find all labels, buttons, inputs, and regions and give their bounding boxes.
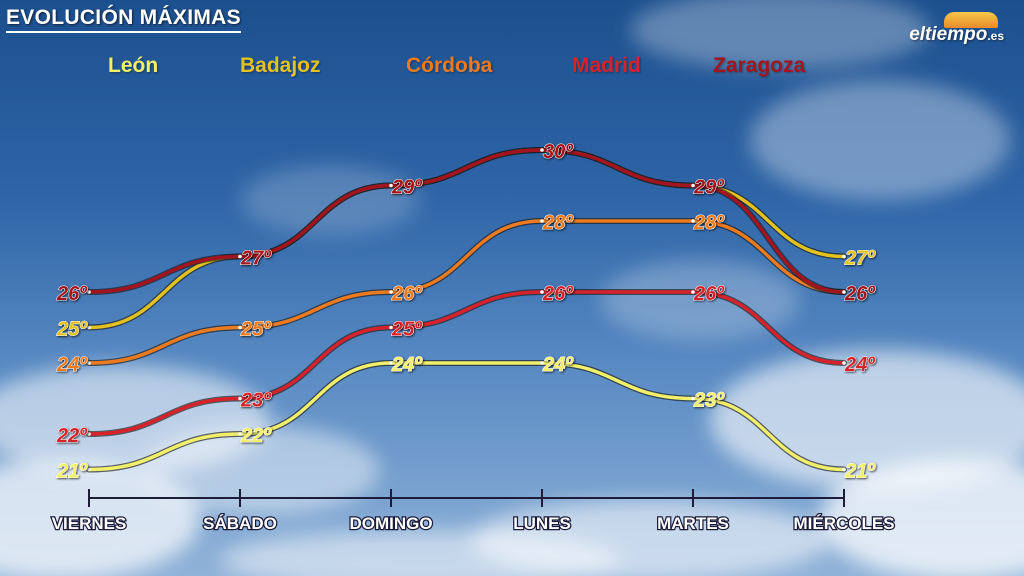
data-point-madrid-0 xyxy=(87,432,91,436)
x-tick-label-lunes: LUNES xyxy=(513,514,571,533)
data-point-zaragoza-5 xyxy=(842,290,846,294)
x-tick-label-viernes: VIERNES xyxy=(52,514,127,533)
cloud-icon xyxy=(944,12,998,28)
data-point-cordoba-3 xyxy=(540,219,544,223)
data-point-zaragoza-3 xyxy=(540,148,544,152)
value-label-cordoba-4: 28º xyxy=(693,212,725,234)
data-point-madrid-1 xyxy=(238,396,242,401)
series-line-madrid xyxy=(87,290,846,436)
value-label-badajoz-0: 25º xyxy=(56,319,88,341)
value-label-zaragoza-4: 29º xyxy=(693,177,725,199)
data-point-zaragoza-0 xyxy=(87,290,91,294)
value-label-leon-4: 23º xyxy=(693,390,725,412)
value-label-zaragoza-3: 30º xyxy=(543,141,574,163)
logo-name: eltiempo xyxy=(909,24,988,45)
value-label-leon-5: 21º xyxy=(844,461,876,483)
data-point-badajoz-5 xyxy=(842,254,846,259)
legend-zaragoza: Zaragoza xyxy=(713,54,806,77)
data-point-zaragoza-1 xyxy=(238,254,242,259)
data-point-madrid-3 xyxy=(540,290,544,294)
data-point-leon-5 xyxy=(842,467,846,472)
value-label-leon-0: 21º xyxy=(56,461,88,483)
data-point-leon-3 xyxy=(540,361,544,365)
value-label-zaragoza-5: 26º xyxy=(844,283,876,305)
data-point-zaragoza-2 xyxy=(389,183,393,188)
value-label-madrid-1: 23º xyxy=(240,390,272,412)
data-point-cordoba-0 xyxy=(87,361,91,365)
value-label-leon-1: 22º xyxy=(240,425,272,447)
legend-madrid: Madrid xyxy=(572,54,641,77)
data-point-badajoz-0 xyxy=(87,325,91,330)
data-point-cordoba-2 xyxy=(389,290,393,294)
chart-title: EVOLUCIÓN MÁXIMAS xyxy=(6,6,241,33)
value-label-zaragoza-1: 27º xyxy=(240,248,272,270)
value-label-madrid-3: 26º xyxy=(542,283,574,305)
value-label-cordoba-3: 28º xyxy=(542,212,574,234)
logo-suffix: .es xyxy=(987,29,1004,43)
legend-badajoz: Badajoz xyxy=(240,54,321,77)
brand-logo: eltiempo.es xyxy=(909,12,1004,46)
data-point-zaragoza-4 xyxy=(691,183,695,188)
value-label-madrid-4: 26º xyxy=(693,283,725,305)
value-label-madrid-0: 22º xyxy=(56,425,88,447)
value-label-leon-2: 24º xyxy=(391,354,423,376)
legend-leon: León xyxy=(108,54,159,77)
data-point-madrid-2 xyxy=(389,325,393,330)
x-tick-label-miercoles: MIÉRCOLES xyxy=(793,514,894,533)
x-tick-label-martes: MARTES xyxy=(657,514,729,533)
data-point-cordoba-1 xyxy=(238,325,242,330)
data-point-madrid-5 xyxy=(842,361,846,365)
value-label-zaragoza-0: 26º xyxy=(56,283,88,305)
data-point-leon-4 xyxy=(691,396,695,401)
series-line-zaragoza xyxy=(87,148,846,294)
data-point-leon-1 xyxy=(238,432,242,436)
x-tick-label-domingo: DOMINGO xyxy=(349,514,432,533)
value-label-madrid-2: 25º xyxy=(391,319,423,341)
data-point-madrid-4 xyxy=(691,290,695,294)
data-point-leon-2 xyxy=(389,361,393,365)
series-line-leon xyxy=(87,361,846,472)
data-point-cordoba-4 xyxy=(691,219,695,223)
value-label-madrid-5: 24º xyxy=(844,354,876,376)
value-label-zaragoza-2: 29º xyxy=(391,177,423,199)
data-point-leon-0 xyxy=(87,467,91,472)
value-label-cordoba-1: 25º xyxy=(240,319,272,341)
legend-cordoba: Córdoba xyxy=(406,54,493,77)
value-label-badajoz-5: 27º xyxy=(844,248,876,270)
value-label-leon-3: 24º xyxy=(542,354,574,376)
x-tick-label-sabado: SÁBADO xyxy=(203,514,277,533)
value-label-cordoba-2: 26º xyxy=(391,283,423,305)
series-line-cordoba xyxy=(87,219,846,365)
value-label-cordoba-0: 24º xyxy=(56,354,88,376)
